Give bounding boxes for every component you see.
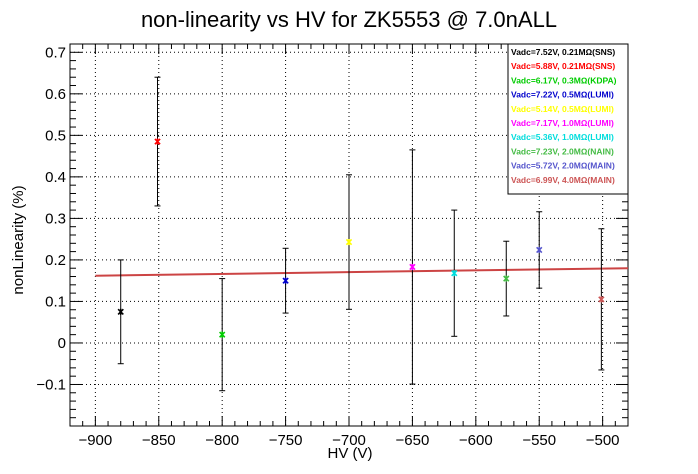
legend-entry: Vadc=5.72V, 2.0MΩ(MAIN) [511,161,615,171]
data-point [503,275,510,282]
y-tick-label: 0 [58,335,66,352]
data-point [154,138,161,145]
x-tick-label: −750 [269,432,303,449]
legend-entry: Vadc=5.14V, 0.5MΩ(LUMI) [511,104,614,114]
x-axis-title: HV (V) [328,445,373,462]
x-tick-label: −900 [78,432,112,449]
y-tick-label: 0.5 [45,127,66,144]
x-tick-label: −850 [142,432,176,449]
legend-entry: Vadc=7.23V, 2.0MΩ(NAIN) [511,146,614,156]
x-tick-label: −550 [522,432,556,449]
chart-title: non-linearity vs HV for ZK5553 @ 7.0nALL [141,7,557,32]
y-axis-title: nonLinearity (%) [10,185,27,294]
data-point [219,331,226,338]
x-tick-label: −600 [459,432,493,449]
x-tick-label: −800 [205,432,239,449]
legend-entry: Vadc=7.22V, 0.5MΩ(LUMI) [511,90,614,100]
y-tick-label: 0.3 [45,210,66,227]
legend-entry: Vadc=7.17V, 1.0MΩ(LUMI) [511,118,614,128]
y-tick-label: −0.1 [36,376,66,393]
legend-entry: Vadc=6.99V, 4.0MΩ(MAIN) [511,175,615,185]
legend-box [507,43,629,195]
plot-area: −900 −850 −800 −750 −700 −650 −600 −550 −500 −0.1… [36,43,629,449]
y-tick-label: 0.7 [45,44,66,61]
legend-entry: Vadc=7.52V, 0.21MΩ(SNS) [511,47,615,57]
x-tick-label: −500 [586,432,620,449]
y-tick-label: 0.2 [45,252,66,269]
y-tick-label: 0.1 [45,293,66,310]
data-point [536,246,543,254]
y-tick-label: 0.4 [45,169,66,186]
data-point [598,296,605,303]
fit-line [95,267,629,277]
data-point [117,308,124,315]
legend-entry: Vadc=5.36V, 1.0MΩ(LUMI) [511,132,614,142]
data-point [409,263,416,271]
x-tick-label: −650 [396,432,430,449]
data-point [345,238,353,246]
legend-entry: Vadc=5.88V, 0.21MΩ(SNS) [511,61,615,71]
y-tick-label: 0.6 [45,86,66,103]
legend-entry: Vadc=6.17V, 0.3MΩ(KDPA) [511,75,617,85]
data-point [282,277,289,284]
data-point [451,270,458,277]
x-tick-label: −700 [332,432,366,449]
